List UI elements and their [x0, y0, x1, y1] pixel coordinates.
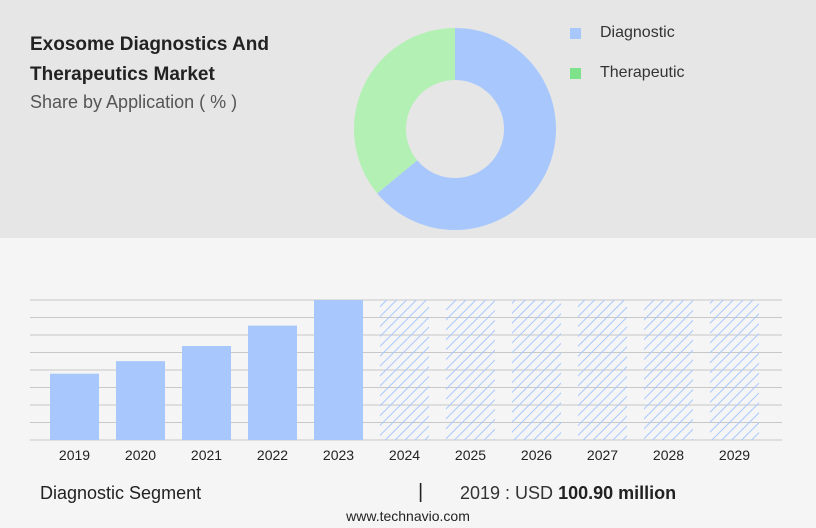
legend-swatch-therapeutic	[570, 67, 581, 79]
chart-title: Exosome Diagnostics And Therapeutics Mar…	[30, 34, 269, 85]
x-tick-label: 2027	[587, 447, 618, 463]
legend-label-diagnostic: Diagnostic	[600, 24, 675, 41]
bar-2022	[248, 325, 297, 440]
donut-slice-diagnostic	[377, 28, 556, 231]
x-tick-label: 2022	[257, 447, 288, 463]
website-link[interactable]: www.technavio.com	[346, 508, 470, 524]
chart-subtitle: Share by Application ( % )	[30, 92, 238, 112]
legend: Diagnostic Therapeutic	[570, 13, 685, 93]
donut-slice-therapeutic	[354, 28, 455, 194]
legend-label-therapeutic: Therapeutic	[600, 64, 685, 81]
x-tick-label: 2019	[59, 447, 90, 463]
donut-chart	[354, 28, 556, 231]
x-tick-label: 2023	[323, 447, 354, 463]
segment-year-prefix: 2019 : USD	[460, 483, 554, 503]
x-tick-label: 2025	[455, 447, 486, 463]
forecast-bar-2027	[578, 300, 627, 440]
forecast-bar-2028	[644, 300, 693, 440]
footer-separator: |	[418, 481, 424, 503]
forecast-bar-2024	[380, 300, 429, 440]
legend-item-diagnostic: Diagnostic	[570, 13, 685, 53]
x-tick-label: 2024	[389, 447, 420, 463]
bar-2020	[116, 361, 165, 440]
x-tick-label: 2026	[521, 447, 552, 463]
segment-value-amount: 100.90 million	[558, 483, 677, 503]
bar-chart: 2019 2020 2021 2022 2023 2024 2025 2026 2027 2028…	[30, 299, 782, 463]
legend-item-therapeutic: Therapeutic	[570, 53, 685, 93]
legend-swatch-diagnostic	[570, 27, 581, 39]
segment-label: Diagnostic Segment	[40, 483, 202, 503]
forecast-bar-2025	[446, 300, 495, 440]
x-tick-label: 2021	[191, 447, 222, 463]
x-tick-label: 2028	[653, 447, 684, 463]
bar-2021	[182, 346, 231, 440]
segment-value: 2019 : USD 100.90 million	[460, 483, 676, 504]
x-tick-label: 2029	[719, 447, 750, 463]
bar-2023	[314, 300, 363, 440]
x-tick-label: 2020	[125, 447, 156, 463]
forecast-bar-2029	[710, 300, 759, 440]
forecast-bar-2026	[512, 300, 561, 440]
bar-2019	[50, 373, 99, 440]
